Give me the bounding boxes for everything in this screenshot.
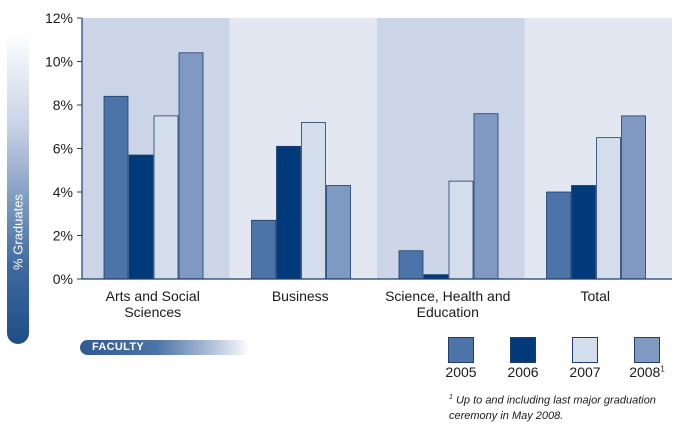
legend-label-2006: 2006 [507, 364, 539, 380]
footnote-text: Up to and including last major graduatio… [449, 394, 656, 422]
footnote: 1 Up to and including last major graduat… [449, 390, 669, 424]
bar-2006 [571, 185, 596, 280]
y-tick-label: 8% [53, 97, 73, 113]
bar-2005 [103, 95, 129, 280]
legend-label-2005: 2005 [445, 364, 477, 380]
bar-2008 [473, 113, 499, 280]
x-category-label: Arts and Social Sciences [106, 288, 200, 320]
y-tick-label: 2% [53, 228, 73, 244]
x-category-label: Science, Health and Education [385, 288, 510, 320]
bar-2007 [596, 137, 621, 280]
bar-2007 [448, 180, 474, 280]
bar-2005 [398, 250, 424, 280]
bar-2007 [301, 122, 326, 280]
bar-2006 [423, 274, 449, 280]
bar-2006 [128, 154, 154, 280]
bar-2008 [621, 115, 646, 280]
y-axis-label-pill [7, 32, 29, 344]
legend-label-2008: 20081 [629, 364, 665, 380]
x-axis-label: FACULTY [92, 341, 145, 353]
y-tick-label: 6% [53, 141, 73, 157]
y-tick-label: 10% [45, 54, 73, 70]
bar-2007 [153, 115, 179, 280]
x-category-label: Total [580, 288, 610, 304]
legend-footnote-marker: 1 [660, 364, 665, 374]
x-axis-label-pill [80, 340, 250, 355]
legend-swatch-2008 [634, 337, 660, 363]
y-tick-label: 4% [53, 184, 73, 200]
bar-2008 [326, 185, 351, 280]
bar-2006 [276, 145, 301, 280]
bar-2005 [251, 219, 276, 280]
bar-2005 [546, 191, 571, 280]
footnote-marker: 1 [449, 394, 453, 401]
x-category-label: Business [272, 288, 329, 304]
y-tick-label: 0% [53, 271, 73, 287]
y-tick-label: 12% [45, 10, 73, 26]
legend-label-2007: 2007 [569, 364, 601, 380]
legend-swatch-2005 [448, 337, 474, 363]
bar-2008 [178, 52, 204, 280]
legend-swatch-2006 [510, 337, 536, 363]
legend-swatch-2007 [572, 337, 598, 363]
bar-chart: 0% 2% 4% 6% 8% 10% 12% Arts and Social Sciences B… [45, 10, 672, 320]
